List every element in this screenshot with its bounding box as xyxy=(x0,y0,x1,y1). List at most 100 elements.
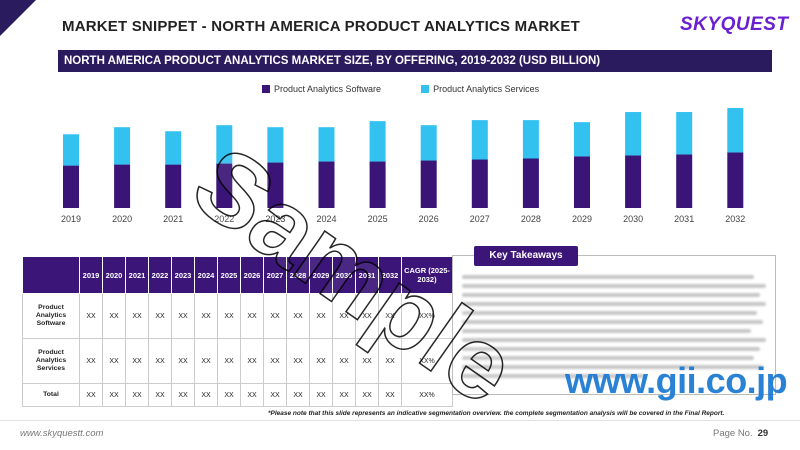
bar-software-2026 xyxy=(420,160,437,208)
bar-software-2031 xyxy=(676,154,693,208)
page-number: 29 xyxy=(757,428,769,439)
footer-website: www.skyquestt.com xyxy=(20,428,104,439)
table-year-header: 2025 xyxy=(217,256,241,294)
table-cell: XX xyxy=(286,383,310,407)
table-cell: XX xyxy=(79,383,103,407)
table-header-row: 2019 2020 2021 2022 2023 2024 2025 2026 2027 2028… xyxy=(22,256,453,294)
table-year-header: 2027 xyxy=(263,256,287,294)
x-tick-label: 2032 xyxy=(725,214,745,224)
bar-services-2025 xyxy=(369,121,386,162)
bar-software-2027 xyxy=(471,159,488,208)
key-takeaways-blurred-text xyxy=(462,275,766,383)
table-row-label: Total xyxy=(22,383,80,407)
bar-services-2021 xyxy=(165,131,182,165)
legend-label-software: Product Analytics Software xyxy=(274,84,382,94)
table-year-header: 2023 xyxy=(171,256,195,294)
table-row-label: Product Analytics Services xyxy=(22,338,80,384)
x-tick-label: 2019 xyxy=(61,214,81,224)
x-tick-label: 2023 xyxy=(265,214,285,224)
table-cell: XX xyxy=(79,338,103,384)
table-cell: XX xyxy=(171,338,195,384)
table-cell: XX xyxy=(102,293,126,339)
table-year-header: 2024 xyxy=(194,256,218,294)
table-cell: XX xyxy=(240,383,264,407)
bar-software-2025 xyxy=(369,161,386,208)
bar-services-2023 xyxy=(267,127,284,163)
bar-software-2030 xyxy=(625,155,642,208)
bar-services-2031 xyxy=(676,112,693,155)
x-tick-label: 2020 xyxy=(112,214,132,224)
page-title: MARKET SNIPPET - NORTH AMERICA PRODUCT A… xyxy=(62,18,580,35)
table-year-header: 2026 xyxy=(240,256,264,294)
footnote: *Please note that this slide represents … xyxy=(268,410,725,417)
bar-services-2019 xyxy=(63,134,79,166)
bar-services-2027 xyxy=(471,120,488,160)
chart-title-banner: NORTH AMERICA PRODUCT ANALYTICS MARKET S… xyxy=(58,50,772,72)
table-year-header: 2019 xyxy=(79,256,103,294)
table-cell: XX xyxy=(171,383,195,407)
table-cell: XX xyxy=(102,383,126,407)
bar-software-2019 xyxy=(63,165,79,208)
x-tick-label: 2030 xyxy=(623,214,643,224)
x-tick-label: 2026 xyxy=(419,214,439,224)
bar-services-2026 xyxy=(420,125,437,161)
x-tick-label: 2027 xyxy=(470,214,490,224)
table-cell: XX xyxy=(309,338,333,384)
legend-swatch-services xyxy=(421,85,430,93)
table-year-header: 2029 xyxy=(309,256,333,294)
table-year-header: 2022 xyxy=(148,256,172,294)
table-cell: XX xyxy=(194,338,218,384)
bar-services-2028 xyxy=(522,120,539,159)
legend-item-software: Product Analytics Software xyxy=(262,84,381,94)
table-year-header: 2020 xyxy=(102,256,126,294)
table-cell: XX xyxy=(148,293,172,339)
legend-swatch-software xyxy=(262,85,270,93)
table-cell: XX xyxy=(332,338,356,384)
bar-services-2024 xyxy=(318,127,335,162)
bar-software-2021 xyxy=(165,164,182,208)
x-tick-label: 2024 xyxy=(316,214,336,224)
table-cell: XX xyxy=(194,293,218,339)
table-cell: XX xyxy=(217,293,241,339)
table-cell: XX xyxy=(286,338,310,384)
table-year-header: 2021 xyxy=(125,256,149,294)
table-cell: XX xyxy=(263,293,287,339)
bar-services-2032 xyxy=(727,108,744,153)
table-cagr-cell: XX% xyxy=(401,293,453,339)
table-cell: XX xyxy=(378,383,402,407)
bar-software-2020 xyxy=(114,164,131,208)
table-cell: XX xyxy=(217,338,241,384)
bar-software-2028 xyxy=(522,158,539,208)
x-tick-label: 2028 xyxy=(521,214,541,224)
x-tick-label: 2029 xyxy=(572,214,592,224)
table-cell: XX xyxy=(355,383,379,407)
skyquest-logo: SKYQUEST xyxy=(680,14,789,35)
table-cell: XX xyxy=(125,293,149,339)
table-cagr-cell: XX% xyxy=(401,383,453,407)
table-cell: XX xyxy=(263,383,287,407)
table-cell: XX xyxy=(240,293,264,339)
bar-services-2020 xyxy=(114,127,131,165)
footer-page-number: Page No. 29 xyxy=(713,428,768,439)
x-tick-label: 2031 xyxy=(674,214,694,224)
table-cell: XX xyxy=(263,338,287,384)
table-cell: XX xyxy=(148,338,172,384)
table-cagr-header: CAGR (2025-2032) xyxy=(401,256,453,294)
bar-software-2029 xyxy=(574,156,590,208)
table-corner-cell xyxy=(22,256,80,294)
bar-software-2024 xyxy=(318,161,335,208)
legend-item-services: Product Analytics Services xyxy=(421,84,539,94)
table-body: Product Analytics Software XX XX XX XX XX XX XX… xyxy=(22,293,453,407)
data-table: 2019 2020 2021 2022 2023 2024 2025 2026 2027 2028… xyxy=(22,256,453,407)
table-cagr-cell: XX% xyxy=(401,338,453,384)
table-cell: XX xyxy=(102,338,126,384)
x-tick-label: 2021 xyxy=(163,214,183,224)
bar-services-2030 xyxy=(625,112,642,156)
table-cell: XX xyxy=(194,383,218,407)
table-cell: XX xyxy=(309,383,333,407)
table-cell: XX xyxy=(125,383,149,407)
bar-software-2023 xyxy=(267,162,284,208)
table-cell: XX xyxy=(125,338,149,384)
table-cell: XX xyxy=(332,383,356,407)
page-label: Page No. xyxy=(713,428,753,439)
